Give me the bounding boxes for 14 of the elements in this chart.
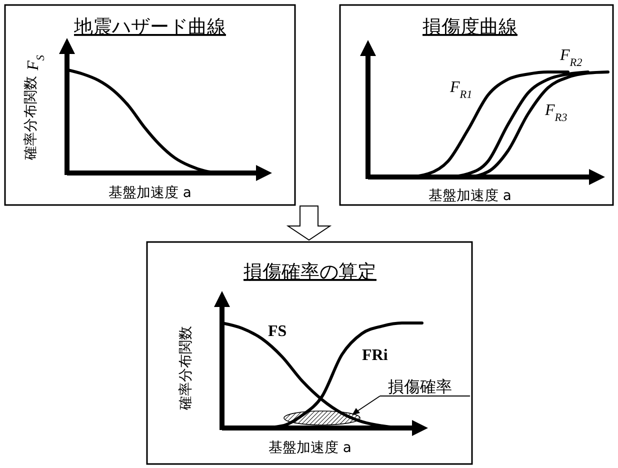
x-axis-title: 基盤加速度 a (428, 188, 512, 204)
series-label: FRi (362, 347, 388, 364)
series-label: F$_{R1}$ (449, 79, 472, 101)
x-axis-title: 基盤加速度 a (108, 185, 192, 201)
y-axis-title: 確率分布関数 (178, 326, 194, 411)
x-axis-title: 基盤加速度 a (268, 440, 352, 456)
y-axis-title: 確率分布関数 (23, 76, 39, 161)
chart-title: 損傷確率の算定 (244, 261, 376, 283)
series-label: F$_{R2}$ (559, 47, 583, 69)
chart-title: 地震ハザード曲線 (73, 16, 226, 38)
series-label: FS (268, 323, 287, 340)
chart-title: 損傷度曲線 (422, 16, 518, 38)
series-label: F$_{R3}$ (544, 102, 568, 124)
annotation: 損傷確率 (388, 377, 452, 396)
